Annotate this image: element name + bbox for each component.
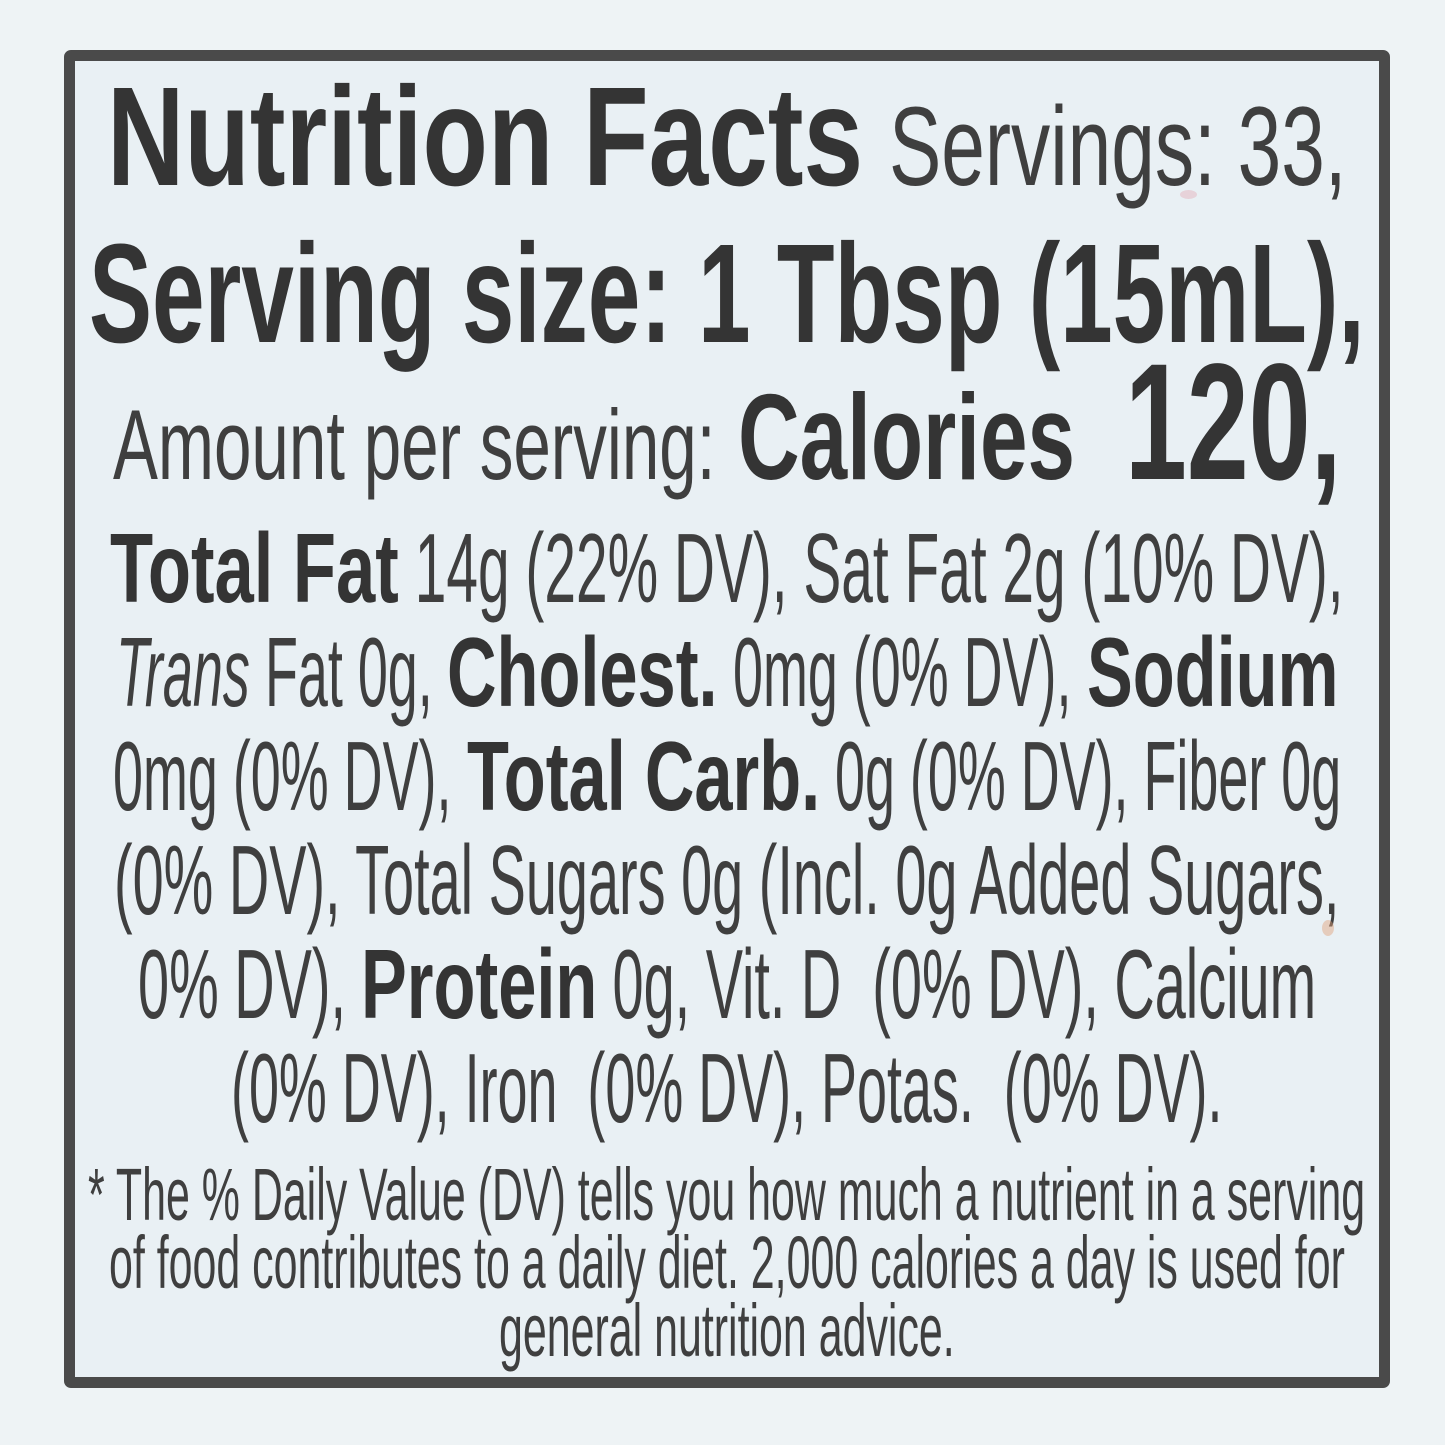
cholesterol-values: 0mg (0% DV),	[718, 617, 1087, 727]
header-line: Nutrition Facts Servings: 33,	[89, 61, 1365, 211]
footnote-text-1: * The % Daily Value (DV) tells you how m…	[88, 1153, 1366, 1236]
total-carb-label: Total Carb.	[466, 721, 820, 831]
servings-count: Servings: 33,	[889, 84, 1347, 209]
footnote-line-1: * The % Daily Value (DV) tells you how m…	[88, 1153, 1366, 1236]
nutrient-line-protein-vitamins: 0% DV), Protein 0g, Vit. D (0% DV), Calc…	[89, 932, 1365, 1036]
label-title: Nutrition Facts	[107, 57, 864, 215]
footnote-text-3: general nutrition advice.	[499, 1289, 955, 1372]
protein-vitamin-values: 0g, Vit. D (0% DV), Calcium	[597, 929, 1317, 1039]
nutrient-line-total-fat: Total Fat 14g (22% DV), Sat Fat 2g (10% …	[89, 516, 1365, 620]
minerals-text: (0% DV), Iron (0% DV), Potas. (0% DV).	[231, 1033, 1223, 1143]
nutrient-line-sugars: (0% DV), Total Sugars 0g (Incl. 0g Added…	[89, 828, 1365, 932]
serving-size-line: Serving size: 1 Tbsp (15mL),	[89, 218, 1365, 368]
nutrient-line-minerals: (0% DV), Iron (0% DV), Potas. (0% DV).	[89, 1036, 1365, 1140]
trans-fat-label: Trans	[115, 617, 250, 727]
total-fat-label: Total Fat	[110, 513, 400, 623]
total-sugars-text: (0% DV), Total Sugars 0g (Incl. 0g Added…	[114, 825, 1340, 935]
total-fat-values: 14g (22% DV), Sat Fat 2g (10% DV),	[399, 513, 1344, 623]
nutrient-line-sodium-carb-fiber: 0mg (0% DV), Total Carb. 0g (0% DV), Fib…	[89, 724, 1365, 828]
serving-size-text: Serving size: 1 Tbsp (15mL),	[89, 214, 1365, 372]
nutrient-line-trans-chol-sodium: Trans Fat 0g, Cholest. 0mg (0% DV), Sodi…	[89, 620, 1365, 724]
sodium-label: Sodium	[1086, 617, 1339, 727]
nutrition-facts-label: Nutrition Facts Servings: 33, Serving si…	[64, 50, 1390, 1388]
calories-value: 120,	[1124, 330, 1342, 515]
scan-speck	[1322, 920, 1334, 936]
sodium-values: 0mg (0% DV),	[113, 721, 467, 831]
footnote-text-2: of food contributes to a daily diet. 2,0…	[109, 1221, 1345, 1304]
amount-per-serving-label: Amount per serving:	[112, 389, 715, 500]
footnote-line-2: of food contributes to a daily diet. 2,0…	[89, 1221, 1365, 1304]
calories-line: Amount per serving: Calories 120,	[89, 330, 1365, 515]
scan-speck	[1180, 190, 1197, 199]
total-carb-values: 0g (0% DV), Fiber 0g	[819, 721, 1341, 831]
footnote-line-3: general nutrition advice.	[89, 1289, 1365, 1372]
protein-label: Protein	[361, 929, 598, 1039]
calories-label: Calories	[737, 369, 1075, 505]
sugars-dv-text: 0% DV),	[137, 929, 362, 1039]
trans-fat-values: Fat 0g,	[249, 617, 448, 727]
cholesterol-label: Cholest.	[447, 617, 719, 727]
